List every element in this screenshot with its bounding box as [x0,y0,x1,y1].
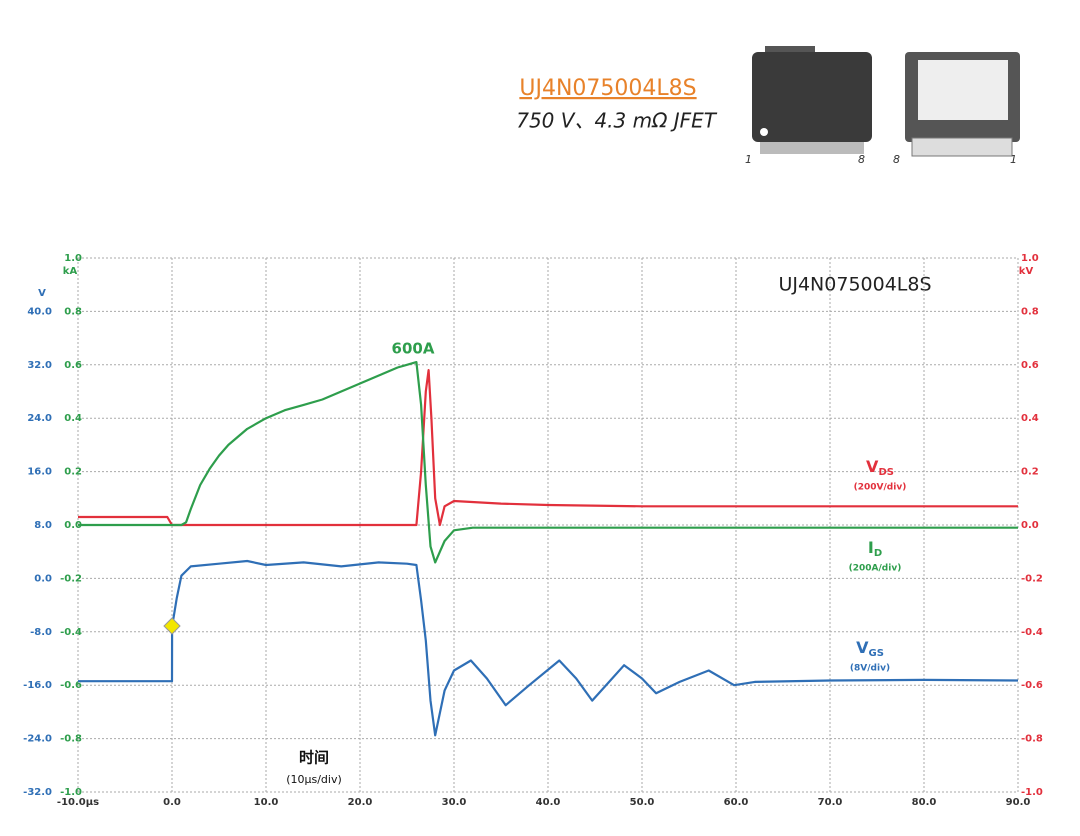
y-tick-label: 8.0 [34,520,52,531]
product-desc: 750 V、4.3 mΩ JFET [516,109,718,133]
x-tick-label: 60.0 [724,797,749,808]
y-tick-label: 0.0 [34,573,52,584]
y-tick-label: -24.0 [23,734,52,745]
y2-axis-unit: kV [1019,266,1034,277]
y-tick-label: 32.0 [27,360,52,371]
y3-tick-label: -0.8 [60,734,82,745]
y3-tick-label: -0.6 [60,680,82,691]
series-name-sub: DS [878,467,894,478]
series-scale: (8V/div) [850,664,890,674]
x-tick-label: 70.0 [818,797,843,808]
series-scale: (200A/div) [849,564,902,574]
x-axis-sublabel: (10µs/div) [286,773,342,786]
series-label: VDS [866,457,894,479]
y2-tick-label: 0.0 [1021,520,1039,531]
x-axis-label: 时间 [299,749,329,767]
y2-tick-label: -0.2 [1021,573,1043,584]
y3-tick-label: 0.4 [64,413,82,424]
y-tick-label: -8.0 [30,627,52,638]
y3-tick-label: -1.0 [60,787,82,798]
y-tick-label: -32.0 [23,787,52,798]
x-tick-label: 80.0 [912,797,937,808]
chart-title: UJ4N075004L8S [778,274,931,296]
x-tick-label: 40.0 [536,797,561,808]
series-name: V [866,457,879,476]
y3-tick-label: 1.0 [64,253,82,264]
y2-tick-label: -0.4 [1021,627,1043,638]
series-name: I [868,538,874,557]
x-tick-label: -10.0µs [57,797,99,808]
y2-tick-label: 1.0 [1021,253,1039,264]
y3-axis-unit: kA [63,266,78,277]
y3-tick-label: 0.6 [64,360,82,371]
series-name-sub: GS [868,648,883,659]
y3-tick-label: 0.0 [64,520,82,531]
y2-tick-label: 0.8 [1021,306,1039,317]
y-tick-label: 24.0 [27,413,52,424]
peak-label: 600A [392,340,435,358]
y2-tick-label: 0.6 [1021,360,1039,371]
x-tick-label: 30.0 [442,797,467,808]
series-label: VGS [856,638,884,660]
y2-tick-label: -1.0 [1021,787,1043,798]
y3-tick-label: -0.4 [60,627,82,638]
series-name-sub: D [874,548,882,559]
y2-tick-label: -0.6 [1021,680,1043,691]
y3-tick-label: -0.2 [60,573,82,584]
x-tick-label: 10.0 [254,797,279,808]
y2-tick-label: 0.2 [1021,467,1039,478]
y2-tick-label: 0.4 [1021,413,1039,424]
x-tick-label: 50.0 [630,797,655,808]
y-tick-label: -16.0 [23,680,52,691]
package-bottom [905,52,1020,157]
series-line [78,361,1018,564]
y3-tick-label: 0.8 [64,306,82,317]
y-tick-label: 40.0 [27,306,52,317]
pin-label: 1 [745,153,752,166]
x-tick-label: 0.0 [163,797,181,808]
pin-label: 8 [858,153,865,166]
series-line [78,559,1019,737]
y2-tick-label: -0.8 [1021,734,1043,745]
y-tick-label: 16.0 [27,467,52,478]
product-link[interactable]: UJ4N075004L8S [519,76,696,101]
pin-label: 1 [1010,153,1017,166]
series-name: V [856,638,869,657]
y3-tick-label: 0.2 [64,467,82,478]
y-axis-unit: V [38,288,46,299]
trigger-marker [163,617,181,635]
series-line [78,369,1018,527]
pin-label: 8 [893,153,900,166]
series-label: ID [868,538,882,560]
package-top [752,46,872,154]
x-tick-label: 20.0 [348,797,373,808]
x-tick-label: 90.0 [1006,797,1031,808]
series-scale: (200V/div) [854,483,907,493]
